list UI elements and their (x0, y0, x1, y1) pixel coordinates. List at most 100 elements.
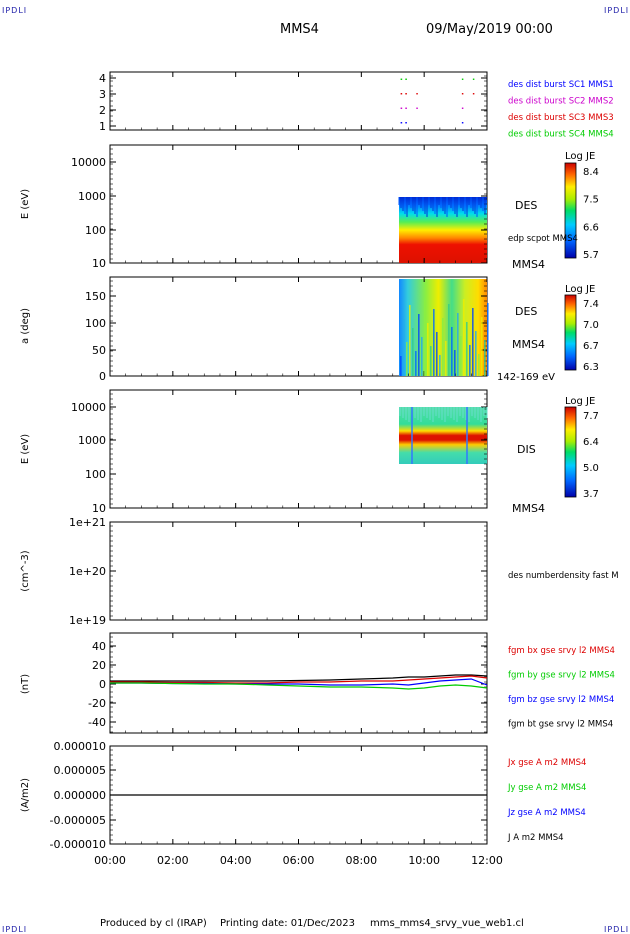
y-tick-label: 0.000005 (54, 764, 107, 777)
heatmap-cell (412, 328, 414, 376)
colorbar-tick-label: 6.6 (583, 222, 599, 233)
y-tick-label: -20 (88, 697, 106, 710)
heatmap-cell (451, 327, 453, 376)
y-tick-label: 1000 (78, 190, 106, 203)
heatmap-cell (484, 340, 486, 376)
y-tick-label: 10000 (71, 401, 106, 414)
y-axis-label: (cm^-3) (20, 550, 31, 591)
heatmap-cell (454, 350, 456, 376)
y-axis-label: a (deg) (20, 308, 31, 344)
colorbar-title: Log JE (565, 396, 595, 407)
heatmap-cell (436, 332, 438, 376)
heatmap-cell (439, 355, 441, 376)
heatmap-cell (448, 304, 450, 376)
heatmap-cell (424, 300, 426, 376)
bfield-series-line (110, 682, 488, 690)
x-tick-label: 08:00 (345, 854, 377, 867)
colorbar-tick-label: 5.7 (583, 250, 599, 261)
panel-side-label: DES (515, 199, 537, 212)
bfield-legend-entry: fgm by gse srvy l2 MMS4 (508, 671, 615, 681)
y-tick-label: 100 (85, 317, 106, 330)
dis-energy-heatmap (399, 407, 487, 464)
y-tick-label: 4 (99, 72, 106, 85)
y-tick-label: 150 (85, 290, 106, 303)
footer-produced-by: Produced by cl (IRAP) (100, 918, 207, 929)
colorbar-tick-label: 5.0 (583, 463, 599, 474)
footer-file: mms_mms4_srvy_vue_web1.cl (370, 918, 524, 929)
bfield-legend-entry: fgm bz gse srvy l2 MMS4 (508, 695, 614, 705)
panel-side-label: DIS (517, 443, 536, 456)
heatmap-cell (481, 317, 483, 376)
heatmap-cell (472, 308, 474, 376)
y-tick-label: 1 (99, 120, 106, 133)
colorbar-tick-label: 7.7 (583, 411, 599, 422)
colorbar-title: Log JE (565, 151, 595, 162)
colorbar-tick-label: 6.7 (583, 341, 599, 352)
x-tick-label: 02:00 (157, 854, 189, 867)
bfield-legend-entry: fgm bt gse srvy l2 MMS4 (508, 720, 613, 730)
heatmap-cell (430, 346, 432, 376)
heatmap-cell (427, 323, 429, 376)
burst-legend-entry: des dist burst SC2 MMS2 (508, 97, 614, 107)
footer-printing-date: Printing date: 01/Dec/2023 (220, 918, 356, 929)
heatmap-cell (409, 305, 411, 376)
heatmap-cell (487, 303, 489, 376)
panel-frame-burst (109, 71, 488, 131)
y-tick-label: 20 (92, 659, 106, 672)
current-legend-entry: J A m2 MMS4 (507, 833, 564, 843)
heatmap-cell (457, 313, 459, 376)
heatmap-cell (466, 322, 468, 376)
colorbar-title: Log JE (565, 284, 595, 295)
heatmap-cell (406, 342, 408, 376)
colorbar-des-energy (564, 162, 577, 259)
panel-side-label: edp scpot MMS4 (508, 234, 578, 244)
y-tick-label: 0 (99, 370, 106, 383)
bfield-series-line (110, 674, 488, 682)
y-axis-label: (nT) (20, 674, 31, 694)
panel-frame-density (109, 521, 488, 621)
heatmap-cell (418, 314, 420, 376)
colorbar-dis-energy (564, 406, 577, 498)
heatmap-cell (442, 318, 444, 376)
y-tick-label: 100 (85, 468, 106, 481)
heatmap-cell (445, 341, 447, 376)
panel-side-label: MMS4 (512, 258, 545, 271)
corner-label: IPDLI (2, 925, 28, 934)
current-legend-entry: Jx gse A m2 MMS4 (507, 758, 586, 768)
current-legend-entry: Jy gse A m2 MMS4 (507, 783, 586, 793)
corner-label: IPDLI (2, 6, 28, 15)
density-legend-entry: des numberdensity fast M (508, 571, 619, 581)
colorbar-tick-label: 7.0 (583, 320, 599, 331)
colorbar-tick-label: 3.7 (583, 489, 599, 500)
y-tick-label: 10 (92, 502, 106, 515)
colorbar-tick-label: 6.3 (583, 362, 599, 373)
x-tick-label: 00:00 (94, 854, 126, 867)
heatmap-cell (400, 356, 402, 376)
y-tick-label: 2 (99, 104, 106, 117)
panel-side-label: 142-169 eV (497, 372, 555, 383)
panel-side-label: MMS4 (512, 502, 545, 515)
corner-label: IPDLI (604, 6, 630, 15)
y-axis-label: E (eV) (20, 434, 31, 464)
x-tick-label: 04:00 (220, 854, 252, 867)
heatmap-cell (475, 331, 477, 376)
heatmap-cell (469, 345, 471, 376)
burst-legend-entry: des dist burst SC4 MMS4 (508, 130, 614, 140)
y-tick-label: 0.000000 (54, 789, 107, 802)
y-tick-label: 1e+20 (69, 565, 106, 578)
y-axis-label: E (eV) (20, 189, 31, 219)
corner-label: IPDLI (604, 925, 630, 934)
y-tick-label: 10 (92, 257, 106, 270)
y-tick-label: 3 (99, 88, 106, 101)
x-tick-label: 12:00 (471, 854, 503, 867)
x-tick-label: 10:00 (408, 854, 440, 867)
panel-side-label: DES (515, 305, 537, 318)
burst-legend-entry: des dist burst SC1 MMS1 (508, 80, 614, 90)
burst-legend-entry: des dist burst SC3 MMS3 (508, 113, 614, 123)
y-tick-label: 1000 (78, 434, 106, 447)
colorbar-tick-label: 7.4 (583, 299, 599, 310)
colorbar-tick-label: 7.5 (583, 195, 599, 206)
panel-side-label: MMS4 (512, 338, 545, 351)
y-tick-label: 100 (85, 224, 106, 237)
